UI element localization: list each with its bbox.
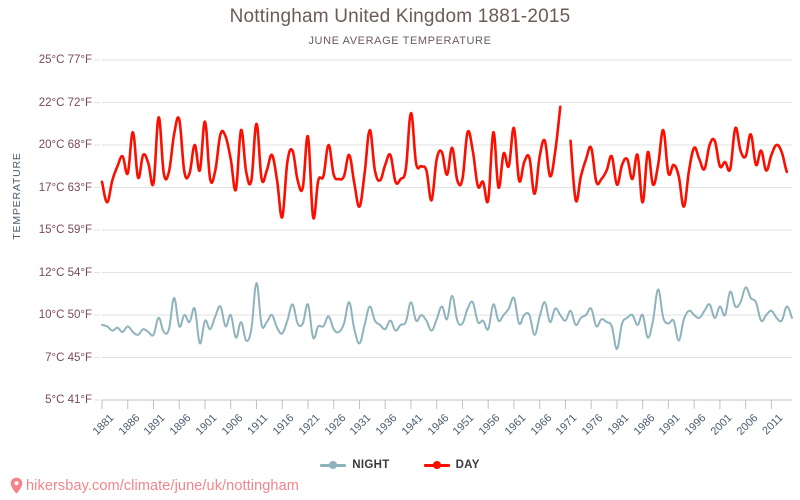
y-axis-tick-label: 5°C 41°F — [45, 394, 92, 406]
y-axis-tick-label: 10°C 50°F — [38, 309, 92, 321]
chart-subtitle: JUNE AVERAGE TEMPERATURE — [308, 35, 492, 47]
x-axis-tick-marks — [101, 400, 772, 409]
y-axis-tick-label: 20°C 68°F — [38, 139, 92, 151]
legend-marker-day-icon — [423, 460, 450, 470]
chart-legend: NIGHT DAY — [0, 459, 800, 471]
y-axis-tick-label: 25°C 77°F — [38, 54, 92, 66]
y-axis-tick-label: 7°C 45°F — [45, 351, 92, 364]
chart-title: Nottingham United Kingdom 1881-2015 — [229, 6, 571, 27]
series-line-night — [101, 282, 793, 351]
location-pin-icon — [10, 477, 23, 494]
y-axis-tick-label: 12°C 54°F — [38, 266, 92, 279]
legend-item-night[interactable]: NIGHT — [320, 459, 389, 471]
y-axis-tick-label: 15°C 59°F — [38, 224, 92, 236]
y-axis-tick-label: 22°C 72°F — [38, 96, 92, 109]
series-path-night — [101, 282, 793, 351]
gridlines — [94, 59, 792, 401]
source-link[interactable]: hikersbay.com/climate/june/uk/nottingham — [10, 477, 299, 494]
y-axis-tick-labels: 25°C 77°F 22°C 72°F 20°C 68°F 17°C 63°F 15°C… — [0, 0, 92, 500]
series-line-day — [100, 105, 789, 220]
legend-item-day[interactable]: DAY — [423, 459, 480, 471]
series-path-day — [100, 105, 789, 220]
legend-marker-night-icon — [320, 460, 347, 470]
source-url-text: hikersbay.com/climate/june/uk/nottingham — [26, 477, 299, 494]
legend-label-day: DAY — [455, 459, 480, 471]
y-axis-tick-label: 17°C 63°F — [38, 181, 92, 194]
legend-label-night: NIGHT — [352, 459, 390, 471]
